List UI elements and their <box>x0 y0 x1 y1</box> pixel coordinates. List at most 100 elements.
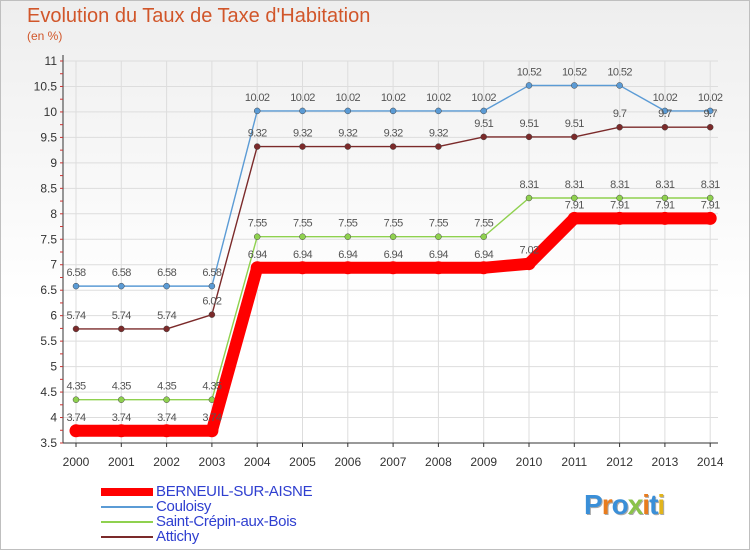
x-tick-label: 2002 <box>153 455 180 469</box>
series-3-data-label: 9.7 <box>613 108 627 120</box>
series-2-point <box>480 233 487 240</box>
series-3-data-label: 5.74 <box>112 310 131 322</box>
series-1-point <box>661 107 669 115</box>
series-2-point <box>661 194 669 202</box>
series-2-point <box>299 233 306 240</box>
series-1-data-label: 6.58 <box>112 267 131 279</box>
y-tick-label: 6.5 <box>40 283 57 297</box>
series-0-data-label: 6.94 <box>474 249 493 261</box>
series-0-point <box>341 261 355 275</box>
series-0-data-label: 3.74 <box>157 412 176 424</box>
y-tick-label: 5 <box>50 360 57 374</box>
series-2-point <box>571 194 578 202</box>
series-3-point <box>571 133 578 141</box>
series-2-data-label: 7.55 <box>293 218 312 230</box>
series-1-point <box>299 107 306 115</box>
series-2-data-label: 4.35 <box>112 381 131 393</box>
series-1-data-label: 10.02 <box>245 92 270 104</box>
series-1-data-label: 10.52 <box>517 66 542 78</box>
series-3-data-label: 5.74 <box>157 310 176 322</box>
series-3-data-label: 6.02 <box>202 296 221 308</box>
series-0-data-label: 3.74 <box>66 412 85 424</box>
series-2-data-label: 7.55 <box>429 218 448 230</box>
series-2-point <box>163 396 170 403</box>
legend-label-couloisy: Couloisy <box>156 498 212 515</box>
series-0-point <box>477 261 491 275</box>
series-3-point <box>72 325 80 333</box>
series-0-data-label: 3.74 <box>112 412 131 424</box>
y-tick-label: 5.5 <box>40 334 57 348</box>
series-1-point <box>706 107 714 115</box>
series-0-data-label: 6.94 <box>338 249 357 261</box>
series-1-point <box>480 107 487 115</box>
series-3-data-label: 5.74 <box>66 310 85 322</box>
x-tick-label: 2012 <box>606 455 633 469</box>
series-1-point <box>253 107 261 115</box>
series-3-data-label: 9.32 <box>293 128 312 140</box>
series-3-data-label: 9.51 <box>565 118 584 130</box>
series-1-point <box>389 107 397 115</box>
y-tick-label: 4 <box>50 411 57 425</box>
proxiti-logo: Proxiti <box>584 489 665 520</box>
legend-swatch-saint-crepin <box>101 521 153 523</box>
chart-subtitle: (en %) <box>27 29 63 43</box>
series-3-data-label: 9.32 <box>429 128 448 140</box>
series-3-data-label: 9.7 <box>658 108 672 120</box>
series-1-data-label: 10.02 <box>290 92 315 104</box>
series-2-data-label: 7.55 <box>474 218 493 230</box>
y-tick-label: 11 <box>45 54 58 68</box>
series-1-point <box>344 107 352 115</box>
series-0-data-label: 7.91 <box>701 199 720 211</box>
series-3-data-label: 9.32 <box>248 128 267 140</box>
legend-swatch-berneuil <box>101 488 153 496</box>
series-2-data-label: 7.55 <box>338 218 357 230</box>
series-2-data-label: 4.35 <box>157 381 176 393</box>
series-0-point <box>431 261 445 275</box>
series-3-data-label: 9.7 <box>703 108 717 120</box>
series-1-data-label: 10.02 <box>336 92 361 104</box>
series-1-point <box>435 107 442 115</box>
chart-title: Evolution du Taux de Taxe d'Habitation <box>27 5 371 27</box>
y-tick-label: 9.5 <box>40 130 57 144</box>
series-1-point <box>571 82 578 89</box>
series-1-data-label: 10.02 <box>653 92 678 104</box>
legend-label-saint-crepin: Saint-Crépin-aux-Bois <box>156 513 297 530</box>
series-3-point <box>435 143 442 150</box>
series-2-data-label: 7.55 <box>248 218 267 230</box>
series-2-point <box>344 233 352 240</box>
series-0-data-label: 6.94 <box>248 249 267 261</box>
series-0-point <box>613 211 627 225</box>
y-tick-label: 9 <box>50 156 57 170</box>
y-tick-label: 4.5 <box>40 385 57 399</box>
legend-swatch-attichy <box>101 536 153 538</box>
series-2-point <box>706 194 714 202</box>
series-3-data-label: 9.32 <box>384 128 403 140</box>
series-0-data-label: 3.74 <box>202 412 221 424</box>
x-tick-label: 2003 <box>199 455 226 469</box>
series-0-data-label: 7.91 <box>655 199 674 211</box>
series-1-point <box>72 282 80 290</box>
x-tick-label: 2011 <box>561 455 587 469</box>
series-3-point <box>253 143 261 150</box>
series-0-point <box>567 211 581 225</box>
x-tick-label: 2005 <box>289 455 316 469</box>
series-2-data-label: 8.31 <box>701 179 720 191</box>
x-tick-label: 2009 <box>470 455 497 469</box>
series-1-data-label: 6.58 <box>202 267 221 279</box>
legend-label-berneuil: BERNEUIL-SUR-AISNE <box>156 483 313 500</box>
series-3-point <box>480 133 487 141</box>
series-0-data-label: 6.94 <box>293 249 312 261</box>
x-tick-label: 2014 <box>697 455 724 469</box>
y-tick-label: 6 <box>50 309 57 323</box>
y-tick-label: 8 <box>50 207 57 221</box>
x-tick-label: 2008 <box>425 455 452 469</box>
series-2-point <box>389 233 397 240</box>
series-1-point <box>616 82 623 89</box>
x-tick-label: 2004 <box>244 455 271 469</box>
series-1-point <box>163 282 170 290</box>
series-3-point <box>118 325 125 333</box>
series-3-point <box>344 143 352 150</box>
y-tick-label: 7.5 <box>40 232 57 246</box>
